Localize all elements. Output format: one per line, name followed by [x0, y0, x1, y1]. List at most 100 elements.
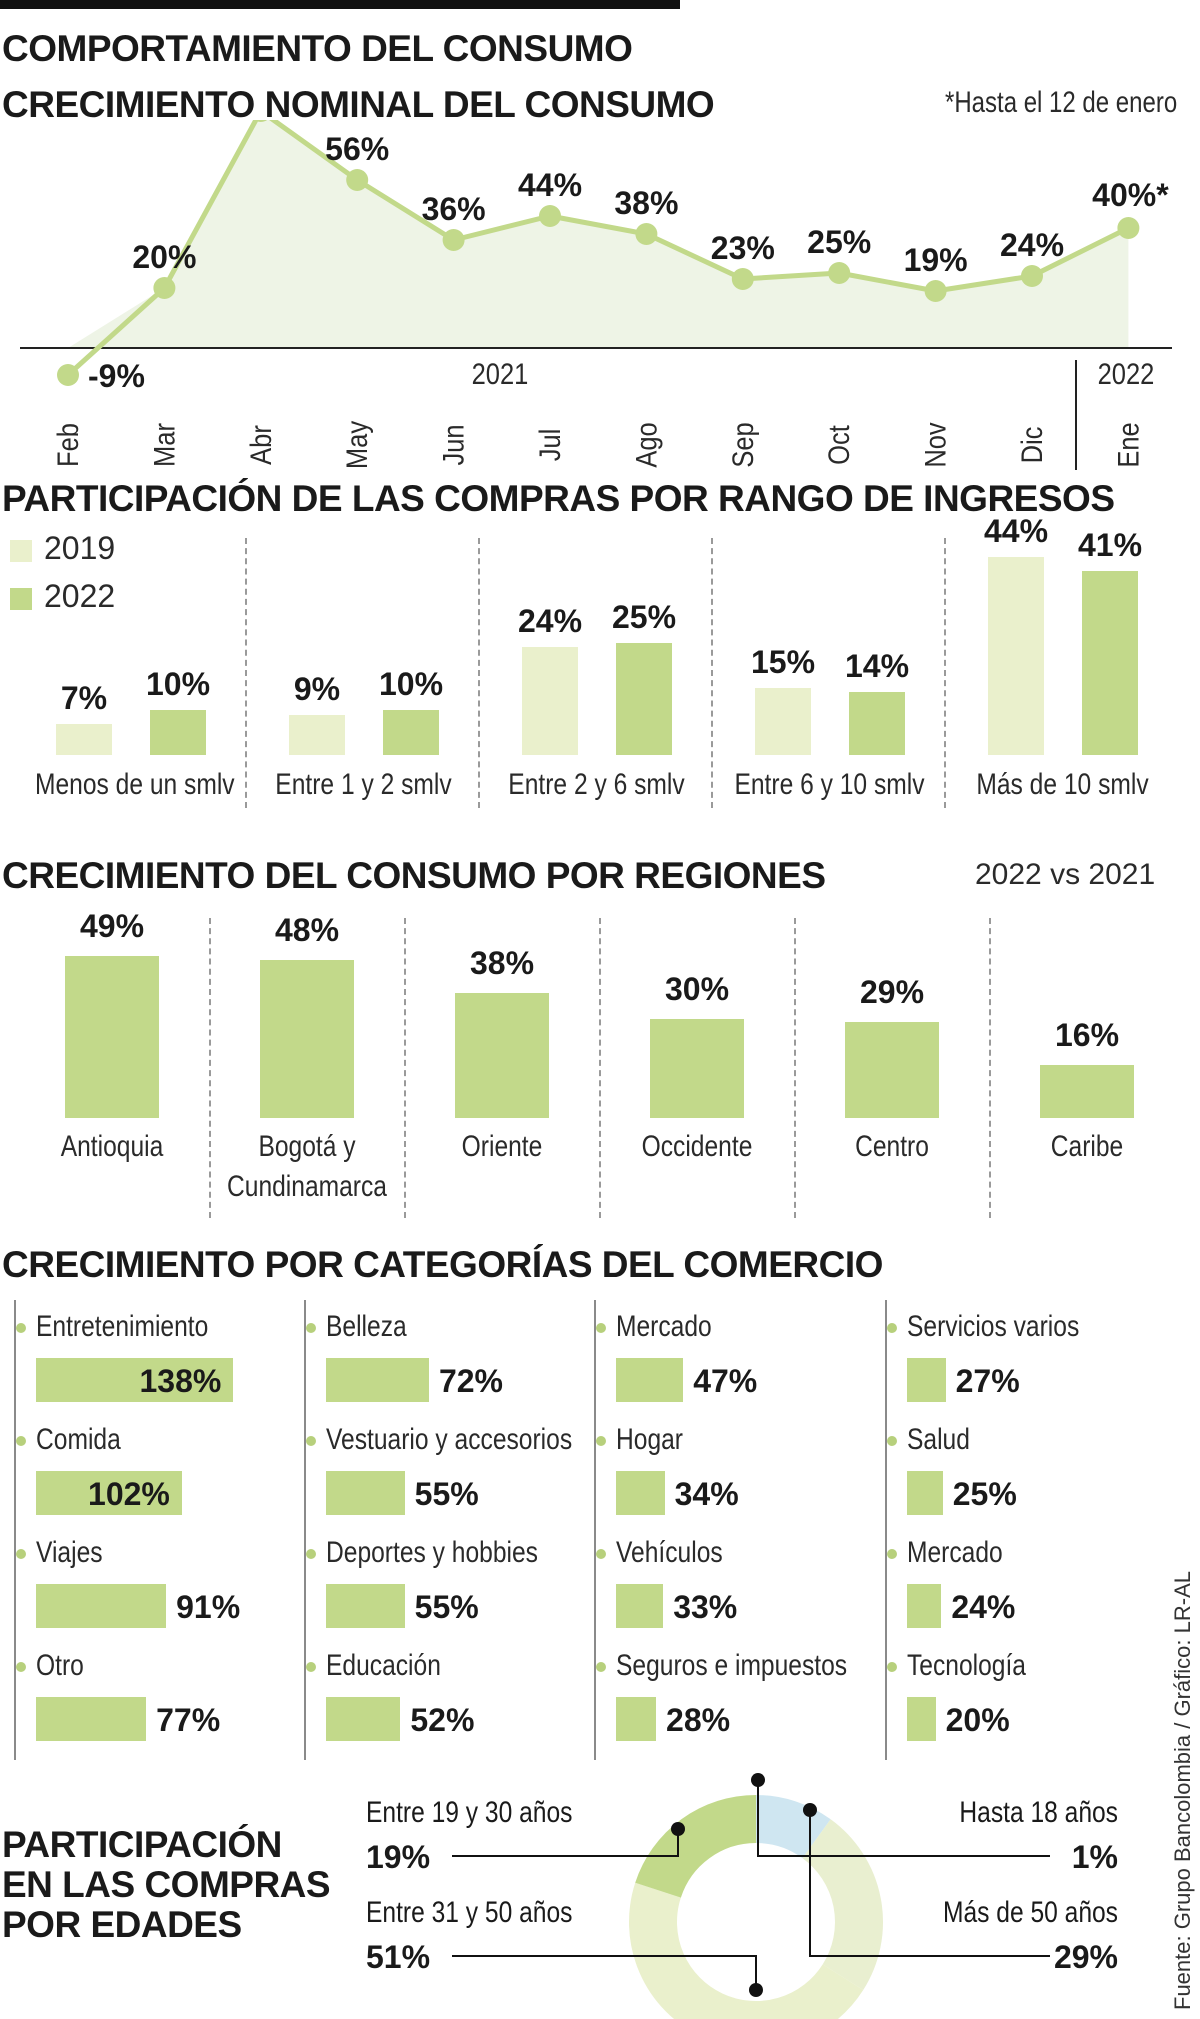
- income-bar-2019: [56, 723, 112, 755]
- line-chart-value-label: 40%*: [1092, 177, 1169, 213]
- income-value-2022: 25%: [611, 598, 677, 635]
- region-value-label: 30%: [664, 971, 730, 1007]
- line-chart-value-label: 24%: [1000, 227, 1064, 263]
- region-bar: [260, 959, 354, 1118]
- category-name: Mercado: [616, 1310, 712, 1343]
- category-value: 34%: [674, 1476, 739, 1512]
- category-name: Hogar: [616, 1423, 684, 1456]
- income-bar-2022: [383, 710, 439, 755]
- line-chart-point: [731, 268, 754, 290]
- region-category-label: Occidente: [641, 1130, 753, 1163]
- income-category-label: Entre 2 y 6 smlv: [508, 768, 685, 801]
- category-name: Mercado: [907, 1536, 1003, 1569]
- category-value: 28%: [666, 1702, 731, 1738]
- region-category-label: Centro: [855, 1130, 929, 1163]
- donut-slice-value: 1%: [1072, 1839, 1118, 1875]
- line-chart-point: [828, 262, 851, 284]
- region-separator: [404, 918, 406, 1218]
- category-bar: [907, 1697, 936, 1741]
- line-chart-month-label: Jul: [533, 429, 566, 462]
- line-chart-value-label: 38%: [614, 185, 678, 221]
- category-column-rule: [594, 1300, 596, 1760]
- category-bar: [907, 1471, 943, 1515]
- top-rule: [0, 0, 680, 9]
- age-title-line-3: POR EDADES: [2, 1904, 242, 1945]
- income-category-label: Más de 10 smlv: [976, 768, 1149, 801]
- category-bar: [36, 1697, 147, 1741]
- category-value: 33%: [673, 1589, 738, 1625]
- category-value: 55%: [414, 1589, 479, 1625]
- category-name: Vestuario y accesorios: [326, 1423, 573, 1456]
- region-bar: [1040, 1065, 1134, 1118]
- income-value-2019: 24%: [517, 603, 583, 639]
- category-value: 27%: [955, 1363, 1020, 1399]
- line-chart-month-label: Sep: [726, 422, 759, 467]
- line-chart-note: *Hasta el 12 de enero: [945, 86, 1178, 119]
- line-chart-point: [153, 277, 176, 299]
- category-bullet: [596, 1662, 606, 1672]
- line-chart-month-label: Dic: [1015, 427, 1048, 464]
- category-name: Seguros e impuestos: [616, 1649, 848, 1682]
- category-bullet: [16, 1436, 26, 1446]
- income-group-separator: [944, 538, 946, 808]
- region-category-label: Bogotá y: [258, 1130, 356, 1163]
- income-bar-2019: [755, 687, 811, 755]
- income-value-2022: 14%: [844, 648, 910, 684]
- categories-chart: Entretenimiento 138% Comida 102% Viajes 91% Ot…: [0, 1290, 1200, 1760]
- category-value: 138%: [139, 1363, 222, 1399]
- donut-slice-name: Más de 50 años: [943, 1895, 1118, 1929]
- category-bullet: [887, 1323, 897, 1333]
- regions-chart-title: CRECIMIENTO DEL CONSUMO POR REGIONES: [2, 855, 826, 896]
- region-separator: [989, 918, 991, 1218]
- income-chart-title: PARTICIPACIÓN DE LAS COMPRAS POR RANGO D…: [2, 478, 1115, 519]
- category-name: Servicios varios: [907, 1310, 1080, 1343]
- region-bar: [455, 992, 549, 1118]
- category-value: 55%: [414, 1476, 479, 1512]
- line-chart-point: [924, 280, 947, 302]
- region-category-label: Cundinamarca: [226, 1170, 387, 1203]
- income-chart: 2019 2022 7% 10% Menos de un smlv 9% 10% Entre …: [0, 513, 1200, 820]
- income-bar-2019: [289, 714, 345, 755]
- category-bar: [36, 1471, 182, 1515]
- category-name: Salud: [907, 1423, 970, 1456]
- income-value-2019: 7%: [60, 679, 108, 716]
- region-value-label: 16%: [1054, 1017, 1120, 1054]
- category-bar: [616, 1471, 665, 1515]
- regions-chart-subtitle: 2022 vs 2021: [975, 858, 1156, 891]
- line-chart-point: [539, 205, 561, 227]
- category-value: 47%: [693, 1363, 758, 1399]
- line-chart-point: [1117, 217, 1140, 239]
- category-value: 91%: [176, 1589, 241, 1625]
- category-name: Tecnología: [907, 1649, 1026, 1682]
- region-value-label: 38%: [469, 944, 535, 981]
- category-bar: [326, 1697, 401, 1741]
- income-bar-2022: [849, 692, 905, 755]
- line-chart-point: [346, 169, 369, 191]
- line-chart-value-label: 56%: [325, 131, 389, 167]
- line-chart-point: [635, 223, 658, 245]
- category-name: Comida: [36, 1423, 121, 1456]
- income-group-separator: [711, 538, 713, 808]
- line-chart-month-label: Ene: [1111, 422, 1144, 467]
- category-bar: [326, 1584, 405, 1628]
- line-chart-value-label: 20%: [132, 239, 196, 275]
- category-column-rule: [14, 1300, 16, 1760]
- region-bar: [845, 1022, 939, 1118]
- region-category-label: Oriente: [461, 1130, 543, 1163]
- category-bar: [36, 1358, 234, 1402]
- region-separator: [209, 918, 211, 1218]
- income-value-2019: 9%: [293, 670, 341, 707]
- legend-swatch-2022: [10, 588, 32, 610]
- donut-slice-name: Entre 31 y 50 años: [366, 1895, 572, 1929]
- donut-leader-line: [452, 1829, 679, 1857]
- main-title: COMPORTAMIENTO DEL CONSUMO: [2, 28, 633, 69]
- income-value-2022: 10%: [145, 666, 211, 702]
- income-bar-2019: [988, 557, 1044, 755]
- category-bar: [326, 1358, 429, 1402]
- category-name: Belleza: [326, 1310, 407, 1343]
- category-bar: [326, 1471, 405, 1515]
- category-bar: [616, 1697, 657, 1741]
- income-group-separator: [478, 538, 480, 808]
- category-bullet: [306, 1662, 316, 1672]
- category-bullet: [16, 1549, 26, 1559]
